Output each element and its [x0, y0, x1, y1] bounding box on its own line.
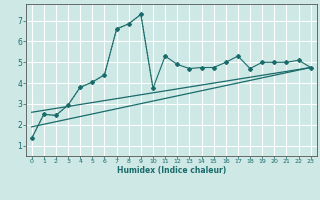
X-axis label: Humidex (Indice chaleur): Humidex (Indice chaleur) — [116, 166, 226, 175]
